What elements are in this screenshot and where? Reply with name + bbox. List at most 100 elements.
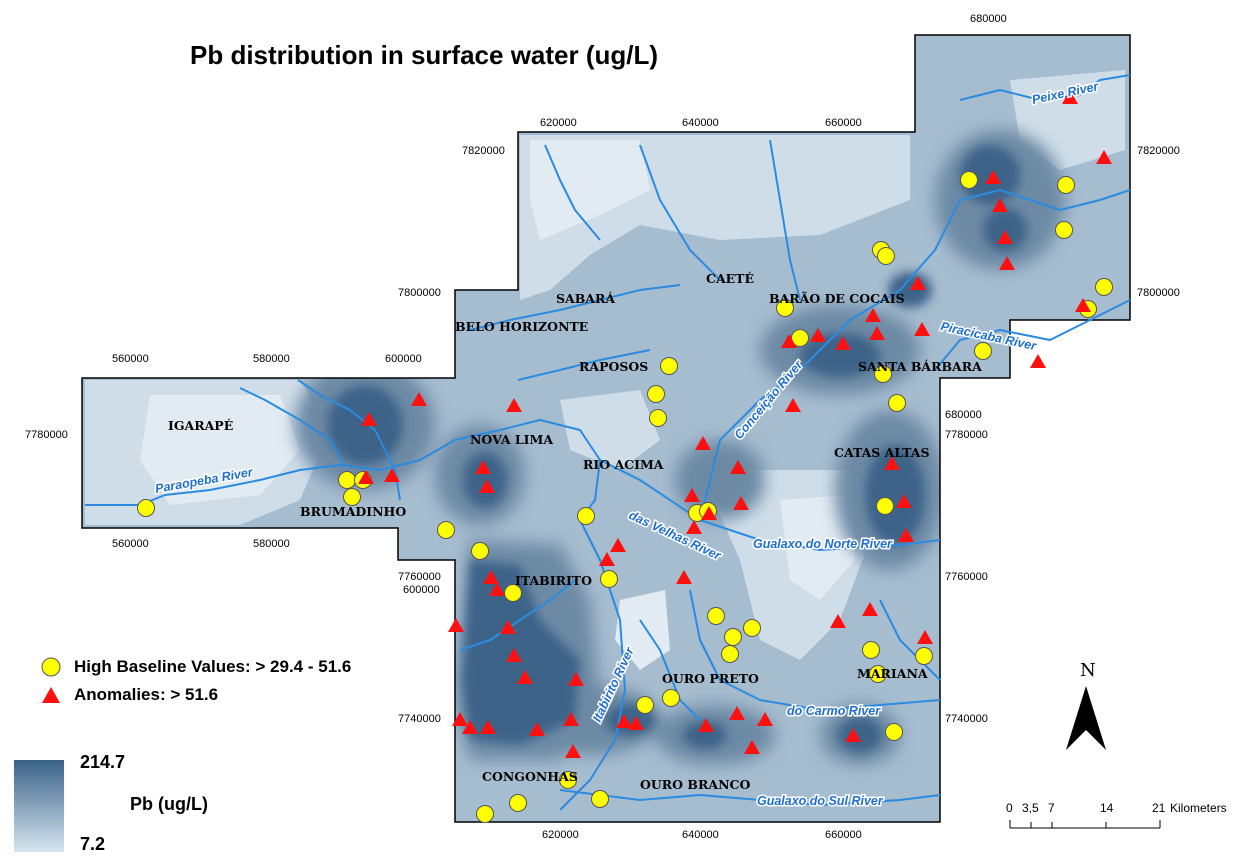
y-label: 7800000 <box>1137 287 1180 299</box>
anomaly-point <box>628 716 644 730</box>
anomaly-point <box>676 570 692 584</box>
map-title: Pb distribution in surface water (ug/L) <box>190 40 659 70</box>
anomaly-point <box>480 720 496 734</box>
scale-tick-label: 3,5 <box>1022 801 1039 815</box>
x-label: 640000 <box>682 117 719 129</box>
anomaly-point <box>997 230 1013 244</box>
x-label: 620000 <box>540 117 577 129</box>
town-label: OURO BRANCO <box>640 777 750 792</box>
x-label: 620000 <box>542 829 579 841</box>
lowest-value-zones <box>140 140 855 670</box>
y-label: 7780000 <box>945 429 988 441</box>
anomaly-point <box>884 456 900 470</box>
x-label: 580000 <box>253 353 290 365</box>
anomaly-point <box>733 496 749 510</box>
anomaly-point <box>1075 298 1091 312</box>
high-baseline-point <box>662 689 680 707</box>
legend-anomalies: Anomalies: > 51.6 <box>40 684 218 706</box>
town-label: CATAS ALTAS <box>834 445 929 460</box>
high-baseline-points <box>137 171 1113 823</box>
high-baseline-point <box>647 385 665 403</box>
high-baseline-point <box>888 394 906 412</box>
x-label: 560000 <box>112 538 149 550</box>
high-baseline-point <box>707 607 725 625</box>
river-label: do Carmo River <box>787 704 881 718</box>
scale-tick-label: 7 <box>1048 801 1055 815</box>
anomaly-point <box>830 614 846 628</box>
high-baseline-point <box>874 365 892 383</box>
yellow-circle-icon <box>41 657 61 677</box>
high-baseline-point <box>721 645 739 663</box>
anomaly-point <box>757 712 773 726</box>
x-label: 680000 <box>945 409 982 421</box>
red-triangle-icon <box>42 687 60 703</box>
high-baseline-point <box>915 647 933 665</box>
anomaly-point <box>999 256 1015 270</box>
scale-tick-label: 14 <box>1100 801 1114 815</box>
anomaly-point <box>506 648 522 662</box>
legend-anomalies-label: Anomalies: > 51.6 <box>74 685 219 704</box>
x-label: 600000 <box>403 584 440 596</box>
high-baseline-point <box>869 665 887 683</box>
y-label: 7800000 <box>398 287 441 299</box>
high-baseline-point <box>137 499 155 517</box>
x-label: 640000 <box>682 829 719 841</box>
high-baseline-point <box>776 299 794 317</box>
town-label: RAPOSOS <box>579 359 648 374</box>
anomaly-point <box>411 392 427 406</box>
anomaly-point <box>384 468 400 482</box>
anomaly-point <box>1030 354 1046 368</box>
river-network <box>85 74 1131 811</box>
anomaly-point <box>896 494 912 508</box>
high-baseline-point <box>559 771 577 789</box>
high-baseline-point <box>338 471 356 489</box>
anomaly-point <box>862 602 878 616</box>
anomaly-point <box>475 460 491 474</box>
high-baseline-point <box>649 409 667 427</box>
y-label: 7740000 <box>945 713 988 725</box>
anomaly-point <box>845 728 861 742</box>
color-ramp <box>14 760 64 852</box>
high-baseline-point <box>600 570 618 588</box>
town-labels: IGARAPÉ BRUMADINHO NOVA LIMA BELO HORIZO… <box>168 271 982 792</box>
anomaly-point <box>869 326 885 340</box>
anomaly-point <box>462 720 478 734</box>
anomaly-point <box>500 620 516 634</box>
anomaly-point <box>744 740 760 754</box>
scale-tick-label: 21 <box>1152 801 1166 815</box>
high-baseline-point <box>591 790 609 808</box>
anomaly-point <box>452 712 468 726</box>
town-label: BELO HORIZONTE <box>455 319 588 334</box>
high-baseline-point <box>1055 221 1073 239</box>
anomaly-point <box>730 460 746 474</box>
town-label: RIO ACIMA <box>583 457 664 472</box>
anomaly-point <box>701 506 717 520</box>
scale-bar: 0 3,5 7 14 21 Kilometers <box>1006 801 1227 829</box>
x-label: 580000 <box>253 538 290 550</box>
anomaly-point <box>1096 150 1112 164</box>
river-label: Gualaxo do Sul River <box>757 794 884 808</box>
anomaly-point <box>599 552 615 566</box>
anomaly-point <box>684 488 700 502</box>
high-baseline-point <box>509 794 527 812</box>
anomaly-point <box>985 170 1001 184</box>
anomaly-point <box>810 328 826 342</box>
high-baseline-point <box>885 723 903 741</box>
anomaly-point <box>781 334 797 348</box>
anomaly-point <box>565 744 581 758</box>
town-label: MARIANA <box>857 666 928 681</box>
town-label: SABARÁ <box>556 291 615 306</box>
anomaly-point <box>610 538 626 552</box>
town-label: ITABIRITO <box>515 573 592 588</box>
high-baseline-point <box>974 342 992 360</box>
town-label: BARÃO DE COCAIS <box>769 291 905 306</box>
high-baseline-point <box>471 542 489 560</box>
anomaly-point <box>686 520 702 534</box>
north-label: N <box>1080 660 1096 681</box>
y-label: 7740000 <box>398 713 441 725</box>
x-label: 600000 <box>385 353 422 365</box>
study-area-outline <box>81 34 1131 823</box>
town-label: SANTA BÁRBARA <box>858 359 982 374</box>
anomaly-point <box>1062 90 1078 104</box>
